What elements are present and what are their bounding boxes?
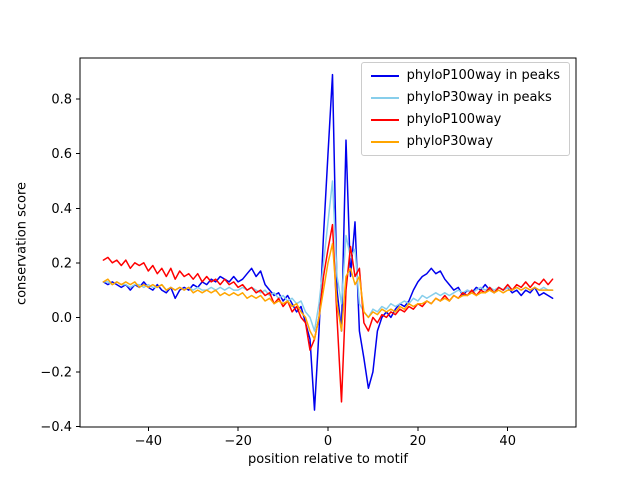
series-line-phylop30way — [102, 242, 554, 340]
y-axis-label: conservation score — [14, 181, 30, 306]
x-tick-label: 40 — [499, 434, 516, 449]
y-tick-label: 0.2 — [51, 256, 72, 271]
y-tick-label: 0.0 — [51, 311, 72, 326]
x-tick-label: −20 — [224, 434, 251, 449]
x-axis-label: position relative to motif — [248, 452, 408, 467]
y-tick-label: −0.2 — [40, 365, 72, 380]
legend-item: phyloP100way in peaks — [370, 68, 560, 84]
legend: phyloP100way in peaks phyloP30way in peak… — [360, 62, 570, 156]
legend-item: phyloP30way — [370, 134, 560, 150]
x-tick-label: −40 — [135, 434, 162, 449]
series-line-phylop100way-in-peaks — [102, 73, 554, 411]
series-line-phylop100way — [102, 223, 554, 403]
series-line-phylop30way-in-peaks — [102, 180, 554, 332]
legend-label: phyloP30way in peaks — [406, 90, 552, 105]
legend-label: phyloP100way — [406, 112, 502, 127]
legend-label: phyloP100way in peaks — [406, 68, 560, 83]
legend-label: phyloP30way — [406, 134, 494, 149]
y-tick-label: 0.4 — [51, 202, 72, 217]
y-tick-label: 0.8 — [51, 93, 72, 108]
x-tick-label: 0 — [324, 434, 332, 449]
legend-item: phyloP100way — [370, 112, 560, 128]
legend-line-swatch — [370, 97, 399, 99]
y-tick-label: 0.6 — [51, 147, 72, 162]
legend-line-swatch — [370, 119, 399, 121]
x-tick-label: 20 — [410, 434, 427, 449]
legend-line-swatch — [370, 141, 399, 143]
legend-line-swatch — [370, 75, 399, 77]
legend-item: phyloP30way in peaks — [370, 90, 560, 106]
y-tick-label: −0.4 — [40, 420, 72, 435]
